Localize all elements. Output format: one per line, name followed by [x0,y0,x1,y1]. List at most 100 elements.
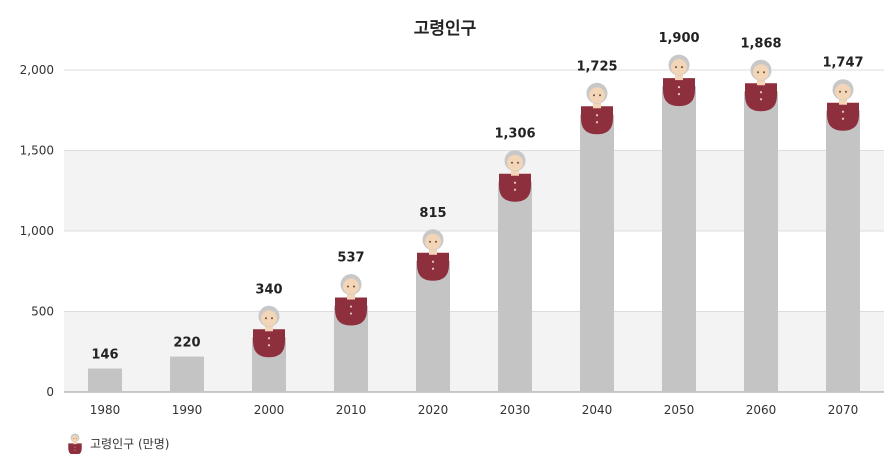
bar [580,114,614,393]
icon-neck [347,293,355,300]
icon-neck [675,74,683,81]
icon-button [74,446,76,448]
icon-body [663,78,695,107]
elderly-person-icon [335,274,367,326]
icon-button [267,337,271,340]
icon-neck [73,441,77,445]
bar [170,356,204,392]
data-label: 340 [255,282,282,297]
icon-body [581,106,613,135]
icon-body [827,102,859,131]
icon-neck [757,79,765,86]
icon-eye [435,240,437,243]
y-tick-label: 1,000 [20,224,54,238]
icon-neck [839,98,847,105]
icon-eye [845,90,847,93]
icon-body [499,173,531,202]
elderly-person-icon [581,82,613,135]
icon-button [759,91,763,94]
x-tick-label: 2010 [336,403,367,417]
icon-face [261,310,277,327]
data-label: 1,747 [822,56,863,71]
icon-eye [271,317,273,320]
x-tick-label: 2060 [746,403,777,417]
icon-face [753,64,769,81]
data-label: 815 [419,206,446,221]
bar [88,368,122,392]
icon-face [835,83,851,100]
icon-body [745,83,777,112]
icon-button [841,117,845,120]
icon-face [507,154,523,171]
elderly-person-icon [417,229,449,281]
icon-body [335,297,367,326]
icon-eye [675,66,677,69]
icon-button [841,110,845,113]
icon-eye [599,94,601,97]
icon-button [759,98,763,101]
bar [744,91,778,392]
data-label: 1,900 [658,31,699,46]
icon-neck [511,169,519,176]
icon-button [267,344,271,347]
icon-neck [593,102,601,109]
icon-face [425,233,441,250]
icon-eye [593,94,595,97]
icon-eye [763,71,765,74]
icon-button [513,181,517,184]
x-tick-label: 2020 [418,403,449,417]
icon-body [417,252,449,281]
y-tick-label: 0 [46,385,54,399]
x-tick-label: 2030 [500,403,531,417]
icon-button [513,188,517,191]
bar [498,181,532,392]
elderly-person-icon [68,433,82,454]
icon-button [677,86,681,89]
data-label: 1,725 [576,59,617,74]
chart-title: 고령인구 [413,19,477,39]
icon-button [431,260,435,263]
icon-neck [429,248,437,255]
elderly-person-icon [499,150,531,202]
icon-neck [265,325,273,332]
data-label: 220 [173,336,200,351]
elderly-person-icon [663,54,695,107]
icon-button [595,114,599,117]
icon-button [74,449,76,451]
icon-eye [265,317,267,320]
icon-button [349,305,353,308]
icon-button [431,267,435,270]
data-label: 1,868 [740,36,781,51]
icon-face [343,278,359,295]
icon-body [253,329,285,358]
icon-eye [73,438,75,440]
icon-eye [347,285,349,288]
icon-button [677,93,681,96]
elderly-person-icon [827,79,859,131]
icon-button [349,312,353,315]
icon-eye [511,161,513,164]
y-tick-label: 1,500 [20,144,54,158]
icon-eye [757,71,759,74]
icon-face [589,87,605,104]
icon-body [68,443,82,454]
elderly-person-icon [68,433,82,454]
icon-face [671,59,687,76]
icon-eye [75,438,77,440]
elderly-person-icon [745,59,777,112]
x-tick-label: 2070 [828,403,859,417]
legend-label: 고령인구 (만명) [90,436,170,451]
bar [416,260,450,392]
x-tick-label: 1990 [172,403,203,417]
data-label: 146 [91,347,118,362]
x-tick-label: 2040 [582,403,613,417]
y-tick-label: 500 [31,305,54,319]
data-label: 1,306 [494,127,535,142]
legend: 고령인구 (만명) [66,432,169,454]
icon-button [595,121,599,124]
icon-eye [681,66,683,69]
x-tick-label: 1980 [90,403,121,417]
icon-eye [839,90,841,93]
